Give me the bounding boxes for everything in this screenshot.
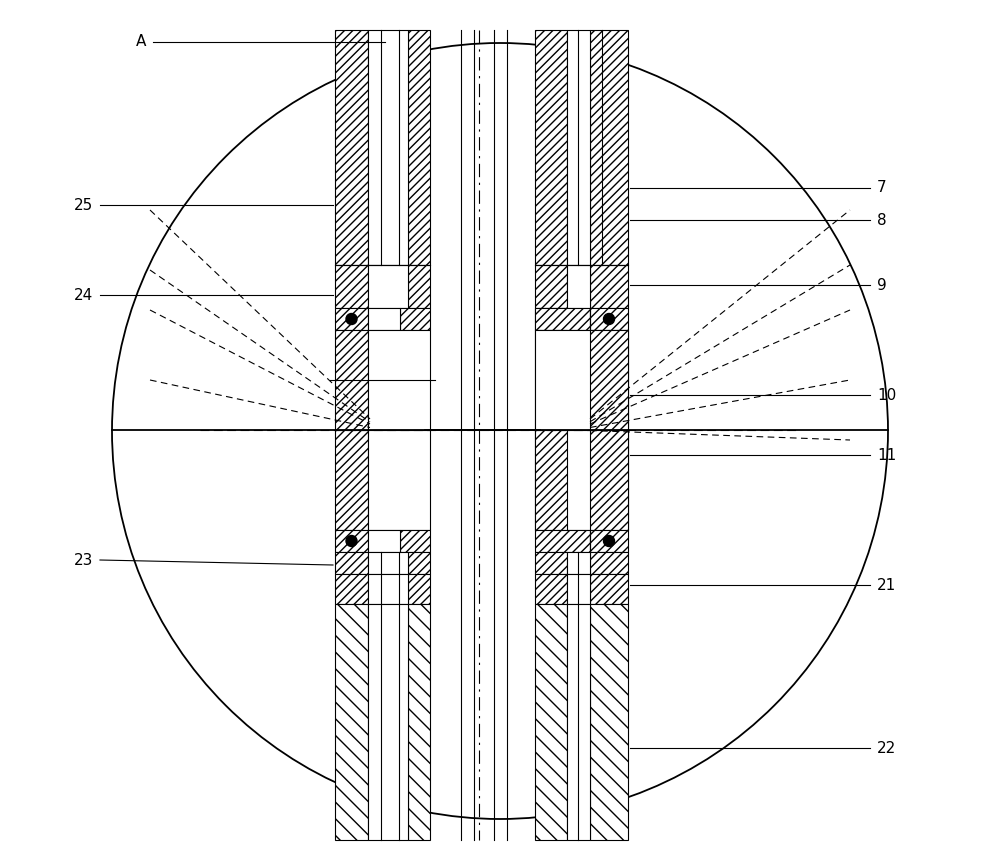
Bar [368,430,430,530]
Bar [590,574,628,604]
Text: 25: 25 [74,198,93,212]
Bar [400,308,430,330]
Bar [535,330,628,430]
Bar [335,30,368,265]
Bar [335,552,368,574]
Text: 23: 23 [74,552,93,568]
Bar [368,530,400,552]
Bar [590,30,628,265]
Bar [408,552,430,574]
Bar [567,30,590,265]
Circle shape [604,313,614,324]
Bar [535,552,567,574]
Bar [590,604,628,840]
Text: 24: 24 [74,287,93,303]
Bar [335,330,368,430]
Bar [590,330,628,430]
Bar [368,30,408,265]
Bar [535,308,567,330]
Circle shape [346,313,357,324]
Bar [535,30,567,265]
Bar [368,330,430,430]
Bar [590,552,628,574]
Bar [368,552,408,574]
Bar [335,530,368,552]
Bar [535,430,628,530]
Bar [535,604,567,840]
Bar [567,574,590,604]
Text: 21: 21 [877,577,896,593]
Bar [400,530,430,552]
Bar [567,552,590,574]
Bar [335,574,368,604]
Text: A: A [136,35,146,49]
Bar [408,604,430,840]
Bar [535,574,567,604]
Bar [335,604,368,840]
Bar [535,430,567,530]
Text: 10: 10 [877,387,896,402]
Bar [408,574,430,604]
Bar [590,530,628,552]
Bar [368,574,408,604]
Text: 7: 7 [877,180,887,196]
Bar [335,430,368,530]
Text: 11: 11 [877,448,896,463]
Bar [567,604,590,840]
Bar [368,604,408,840]
Bar [408,265,430,308]
Bar [335,308,368,330]
Bar [535,308,590,330]
Text: 9: 9 [877,278,887,293]
Bar [590,430,628,530]
Text: 22: 22 [877,740,896,755]
Circle shape [346,536,357,546]
Bar [535,530,590,552]
Bar [535,265,567,308]
Bar [335,265,368,308]
Bar [408,30,430,265]
Bar [368,265,408,308]
Bar [567,265,590,308]
Circle shape [604,536,614,546]
Bar [590,265,628,308]
Bar [368,308,400,330]
Bar [535,330,567,430]
Bar [590,308,628,330]
Text: 8: 8 [877,212,887,228]
